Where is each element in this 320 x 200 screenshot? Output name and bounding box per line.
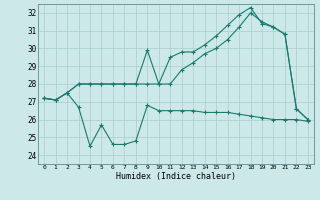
X-axis label: Humidex (Indice chaleur): Humidex (Indice chaleur): [116, 172, 236, 181]
